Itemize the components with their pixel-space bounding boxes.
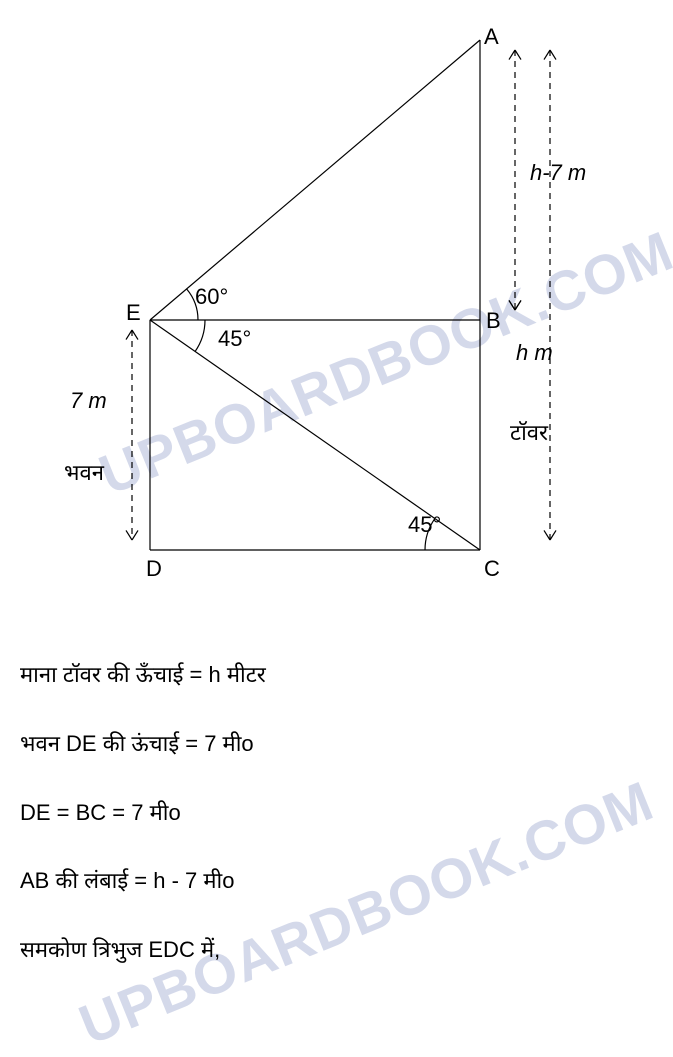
svg-text:h m: h m xyxy=(516,340,553,365)
svg-text:C: C xyxy=(484,556,500,581)
svg-text:B: B xyxy=(486,308,501,333)
svg-text:45°: 45° xyxy=(218,326,251,351)
svg-text:60°: 60° xyxy=(195,284,228,309)
svg-text:D: D xyxy=(146,556,162,581)
svg-text:45°: 45° xyxy=(408,512,441,537)
svg-text:टॉवर: टॉवर xyxy=(510,420,549,445)
solution-text: माना टॉवर की ऊँचाई = h मीटर भवन DE की ऊं… xyxy=(20,660,640,1004)
text-line-5: समकोण त्रिभुज EDC में, xyxy=(20,935,640,966)
geometry-diagram: ABCDE60°45°45°7 mभवनh-7 mh mटॉवर xyxy=(60,30,620,630)
text-line-4: AB की लंबाई = h - 7 मीo xyxy=(20,866,640,897)
text-line-2: भवन DE की ऊंचाई = 7 मीo xyxy=(20,729,640,760)
svg-text:E: E xyxy=(126,300,141,325)
text-line-1: माना टॉवर की ऊँचाई = h मीटर xyxy=(20,660,640,691)
svg-text:h-7 m: h-7 m xyxy=(530,160,586,185)
text-line-3: DE = BC = 7 मीo xyxy=(20,798,640,829)
svg-text:A: A xyxy=(484,24,499,49)
svg-text:भवन: भवन xyxy=(64,460,105,485)
svg-text:7 m: 7 m xyxy=(70,388,107,413)
